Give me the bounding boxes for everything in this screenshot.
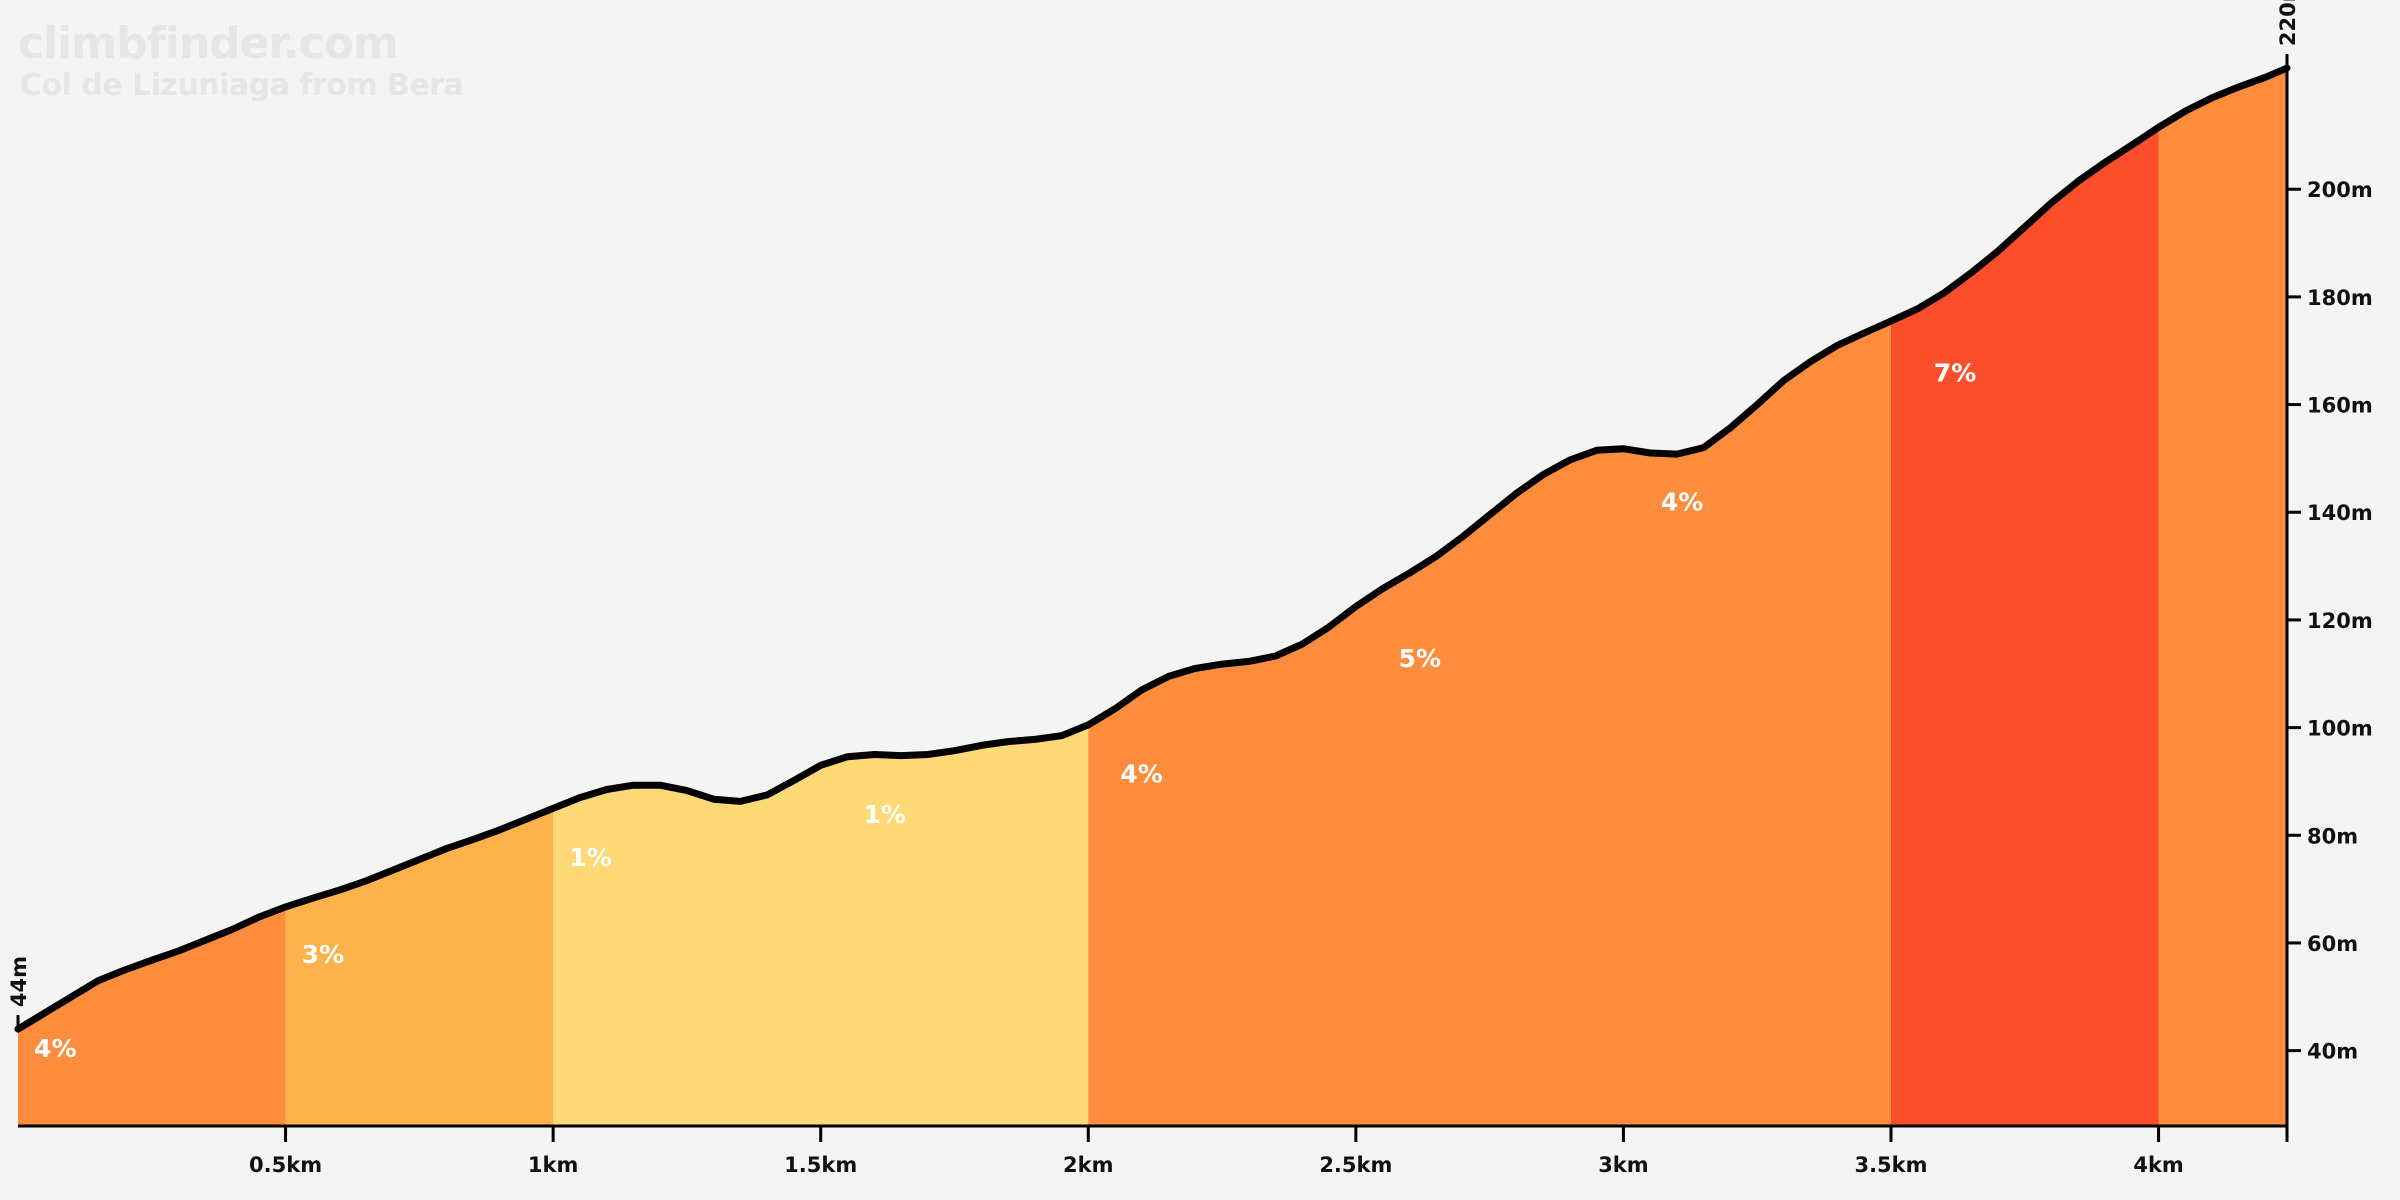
x-tick-label: 3.5km [1854,1153,1927,1177]
gradient-band-5 [2158,68,2287,1127]
grade-labels: 4% 3% 1% 1% 4% 5% 4% 7% [34,358,1976,1063]
x-tick-label: 1.5km [784,1153,857,1177]
grade-label-1: 3% [302,940,344,969]
y-tick-label: 200m [2307,178,2373,202]
site-logo-text: climbfinder.com [18,18,399,69]
climb-title: Col de Lizuniaga from Bera [20,68,464,103]
gradient-band-4 [1891,127,2159,1127]
grade-label-2: 1% [569,843,611,872]
gradient-band-0 [18,906,286,1126]
grade-label-3: 1% [864,800,906,829]
grade-label-7: 7% [1934,358,1976,387]
y-tick-label: 60m [2307,932,2358,956]
x-tick-label: 2.5km [1319,1153,1392,1177]
x-tick-label: 2km [1063,1153,1113,1177]
axes: 0.5km 1km 1.5km 2km 2.5km 3km 3.5km 4km 40m 60m 80… [7,0,2373,1177]
y-tick-label: 140m [2307,501,2373,525]
y-tick-label: 40m [2307,1040,2358,1064]
elevation-profile-line [14,64,2291,1033]
gradient-segments [18,68,2287,1127]
grade-label-0: 4% [34,1034,76,1063]
y-tick-label: 100m [2307,717,2373,741]
y-tick-label: 120m [2307,609,2373,633]
x-tick-label: 0.5km [249,1153,322,1177]
x-tick-label: 3km [1598,1153,1648,1177]
x-tick-label: 4km [2133,1153,2183,1177]
gradient-band-2 [553,724,1089,1126]
x-tick-label: 1km [528,1153,578,1177]
y-tick-label: 180m [2307,286,2373,310]
y-tick-label: 80m [2307,824,2358,848]
gradient-band-3 [1088,321,1891,1127]
grade-label-6: 4% [1661,488,1703,517]
grade-label-5: 5% [1399,644,1441,673]
y-tick-label: 160m [2307,394,2373,418]
start-elevation-label: 44m [7,956,31,1007]
end-elevation-label: 220m [2276,0,2300,46]
grade-label-4: 4% [1120,760,1162,789]
